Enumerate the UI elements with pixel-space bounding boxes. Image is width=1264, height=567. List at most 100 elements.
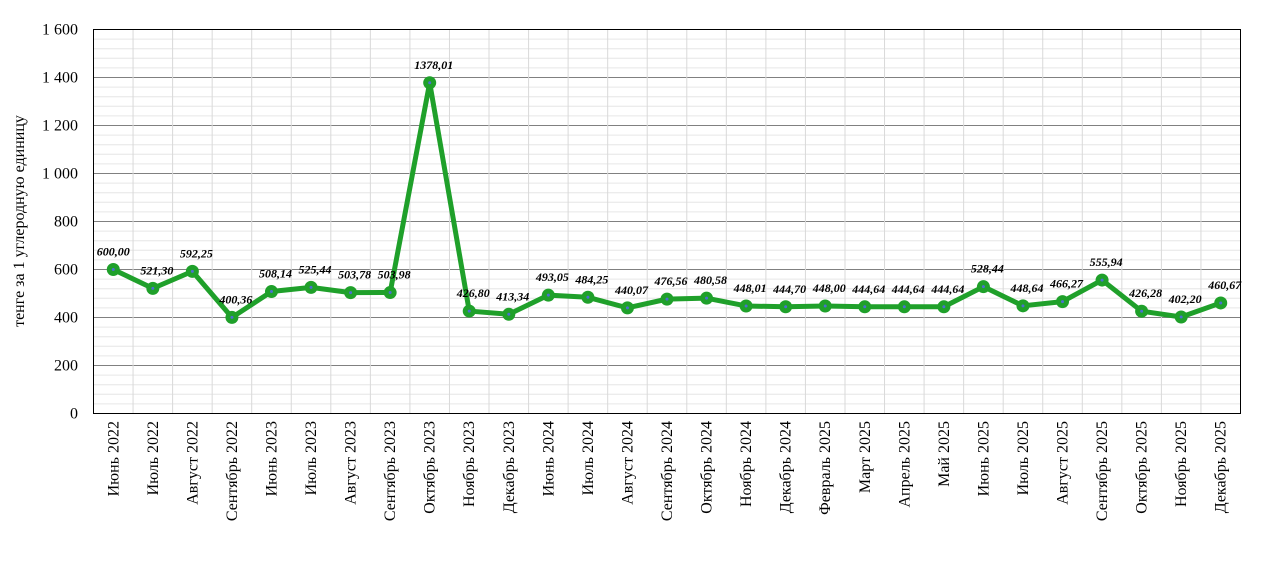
- x-tick-label: Июль 2022: [145, 421, 162, 495]
- data-label: 440,07: [614, 283, 649, 297]
- data-point-center: [784, 305, 788, 309]
- data-point-center: [665, 297, 669, 301]
- data-point-center: [902, 305, 906, 309]
- data-label: 444,70: [772, 282, 806, 296]
- data-point-center: [388, 291, 392, 295]
- data-label: 521,30: [140, 263, 173, 277]
- data-point-center: [1100, 278, 1104, 282]
- y-axis-label: тенге за 1 углеродную единицу: [11, 115, 28, 327]
- data-point-center: [546, 293, 550, 297]
- data-point-center: [981, 285, 985, 289]
- x-tick-label: Июнь 2025: [975, 421, 992, 496]
- x-tick-label: Октябрь 2025: [1134, 421, 1151, 514]
- data-label: 413,34: [495, 289, 529, 303]
- data-label: 484,25: [574, 272, 608, 286]
- data-label: 444,64: [930, 282, 964, 296]
- x-tick-label: Июль 2024: [580, 421, 597, 495]
- data-point-center: [507, 312, 511, 316]
- data-point-center: [428, 81, 432, 85]
- plot-area-border: [93, 29, 1241, 414]
- data-point-center: [1021, 304, 1025, 308]
- x-tick-label: Март 2025: [857, 421, 874, 493]
- data-label: 508,14: [259, 267, 292, 281]
- data-point-center: [1219, 301, 1223, 305]
- x-tick-label: Ноябрь 2023: [461, 421, 478, 507]
- data-point-center: [1179, 315, 1183, 319]
- x-tick-label: Сентябрь 2023: [382, 421, 399, 521]
- data-point-center: [349, 291, 353, 295]
- data-label: 1378,01: [414, 58, 453, 72]
- x-tick-label: Ноябрь 2025: [1173, 421, 1190, 507]
- data-label: 444,64: [851, 282, 885, 296]
- y-tick-label: 800: [54, 214, 78, 231]
- x-tick-label: Октябрь 2023: [422, 421, 439, 514]
- x-axis-ticks: Июнь 2022 Июль 2022 Август 2022 Сентябрь 20…: [105, 421, 1229, 521]
- data-label: 476,56: [654, 274, 688, 288]
- data-label: 448,01: [733, 281, 767, 295]
- data-point-center: [942, 305, 946, 309]
- data-point-center: [863, 305, 867, 309]
- x-tick-label: Июнь 2024: [540, 421, 557, 496]
- x-tick-label: Декабрь 2023: [501, 421, 518, 513]
- y-tick-label: 1 200: [42, 118, 78, 135]
- data-point-center: [111, 268, 115, 271]
- x-tick-label: Сентябрь 2022: [224, 421, 241, 521]
- y-tick-label: 0: [70, 406, 78, 423]
- data-label: 426,28: [1128, 286, 1162, 300]
- x-tick-label: Ноябрь 2024: [738, 421, 755, 507]
- data-point-center: [467, 309, 471, 313]
- x-tick-label: Июль 2025: [1015, 421, 1032, 495]
- data-point-center: [586, 295, 590, 299]
- data-label: 600,00: [97, 245, 130, 259]
- data-point-center: [705, 296, 709, 300]
- x-tick-label: Декабрь 2025: [1213, 421, 1230, 513]
- y-tick-label: 1 400: [42, 70, 78, 87]
- x-tick-label: Февраль 2025: [817, 421, 834, 515]
- x-tick-label: Сентябрь 2024: [659, 421, 676, 521]
- data-point-center: [230, 315, 234, 319]
- data-point-center: [1140, 309, 1144, 313]
- data-label: 528,44: [971, 262, 1004, 276]
- data-label: 448,00: [812, 281, 846, 295]
- data-label: 525,44: [299, 262, 332, 276]
- data-label: 426,80: [456, 286, 490, 300]
- data-point-center: [269, 290, 273, 294]
- data-label: 480,58: [693, 273, 727, 287]
- data-point-center: [744, 304, 748, 308]
- data-label: 460,67: [1207, 278, 1242, 292]
- x-tick-label: Сентябрь 2025: [1094, 421, 1111, 521]
- data-label: 493,05: [535, 270, 569, 284]
- data-point-center: [190, 269, 194, 273]
- x-tick-label: Май 2025: [936, 421, 953, 487]
- x-tick-label: Июль 2023: [303, 421, 320, 495]
- data-label: 592,25: [180, 246, 213, 260]
- data-point-center: [151, 286, 155, 290]
- data-label: 503,78: [338, 268, 371, 282]
- data-label: 402,20: [1168, 292, 1202, 306]
- data-label: 503,98: [378, 268, 411, 282]
- data-label: 448,64: [1009, 281, 1043, 295]
- x-tick-label: Октябрь 2024: [699, 421, 716, 514]
- data-labels: 600,00 521,30 592,25 400,36 508,14 525,44 503,…: [97, 58, 1242, 307]
- data-label: 466,27: [1049, 277, 1084, 291]
- data-point-center: [625, 306, 629, 310]
- x-tick-label: Июнь 2022: [105, 421, 122, 496]
- data-label: 555,94: [1090, 255, 1123, 269]
- y-tick-label: 1 000: [42, 166, 78, 183]
- data-label: 400,36: [218, 292, 252, 306]
- x-tick-label: Август 2024: [619, 421, 636, 505]
- y-tick-label: 1 600: [42, 22, 78, 39]
- x-tick-label: Август 2025: [1055, 421, 1072, 505]
- data-label: 444,64: [891, 282, 925, 296]
- x-tick-label: Июнь 2023: [263, 421, 280, 496]
- x-tick-label: Декабрь 2024: [778, 421, 795, 513]
- y-tick-label: 600: [54, 262, 78, 279]
- y-axis-ticks: 0 200 400 600 800 1 000 1 200 1 400 1 600: [42, 22, 78, 423]
- series-markers: [106, 76, 1228, 324]
- y-tick-label: 200: [54, 358, 78, 375]
- gridlines: [93, 29, 1241, 414]
- data-point-center: [309, 285, 313, 289]
- y-tick-label: 400: [54, 310, 78, 327]
- x-tick-label: Апрель 2025: [896, 421, 913, 508]
